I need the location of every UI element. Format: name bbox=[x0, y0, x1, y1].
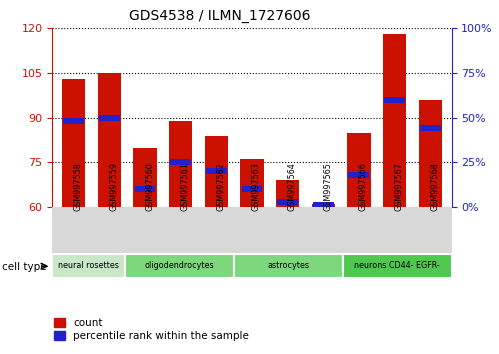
Text: GSM997560: GSM997560 bbox=[145, 162, 154, 211]
Legend: count, percentile rank within the sample: count, percentile rank within the sample bbox=[50, 314, 253, 345]
Bar bbox=[313, 202, 334, 208]
Text: oligodendrocytes: oligodendrocytes bbox=[145, 261, 214, 270]
Bar bbox=[62, 79, 85, 207]
Bar bbox=[277, 199, 298, 205]
Bar bbox=[125, 254, 234, 278]
Text: GSM997567: GSM997567 bbox=[395, 162, 404, 211]
Text: GSM997559: GSM997559 bbox=[109, 162, 118, 211]
Text: neural rosettes: neural rosettes bbox=[58, 261, 119, 270]
Bar bbox=[348, 172, 369, 178]
Text: GSM997568: GSM997568 bbox=[430, 162, 439, 211]
Text: GDS4538 / ILMN_1727606: GDS4538 / ILMN_1727606 bbox=[129, 9, 310, 23]
Bar bbox=[63, 118, 84, 124]
Text: GSM997562: GSM997562 bbox=[217, 162, 226, 211]
Bar bbox=[135, 186, 156, 192]
Bar bbox=[99, 115, 120, 121]
Text: cell type: cell type bbox=[2, 262, 47, 272]
Bar bbox=[134, 148, 157, 207]
Text: neurons CD44- EGFR-: neurons CD44- EGFR- bbox=[354, 261, 440, 270]
Text: GSM997565: GSM997565 bbox=[323, 162, 332, 211]
Bar bbox=[420, 125, 441, 131]
Bar bbox=[276, 180, 299, 207]
Bar bbox=[419, 100, 442, 207]
Bar bbox=[98, 73, 121, 207]
Bar bbox=[242, 186, 262, 192]
Text: GSM997564: GSM997564 bbox=[287, 162, 296, 211]
Bar bbox=[52, 254, 125, 278]
Bar bbox=[206, 169, 227, 174]
Text: GSM997558: GSM997558 bbox=[74, 162, 83, 211]
Bar bbox=[169, 121, 192, 207]
Text: GSM997563: GSM997563 bbox=[252, 162, 261, 211]
Bar bbox=[241, 159, 263, 207]
Bar bbox=[384, 97, 405, 103]
Bar bbox=[234, 254, 343, 278]
Text: GSM997566: GSM997566 bbox=[359, 162, 368, 211]
Bar bbox=[312, 204, 335, 207]
Bar bbox=[343, 254, 452, 278]
Text: GSM997561: GSM997561 bbox=[181, 162, 190, 211]
Text: astrocytes: astrocytes bbox=[267, 261, 309, 270]
Bar bbox=[383, 34, 406, 207]
Bar bbox=[205, 136, 228, 207]
Bar bbox=[170, 159, 191, 165]
Bar bbox=[347, 133, 370, 207]
